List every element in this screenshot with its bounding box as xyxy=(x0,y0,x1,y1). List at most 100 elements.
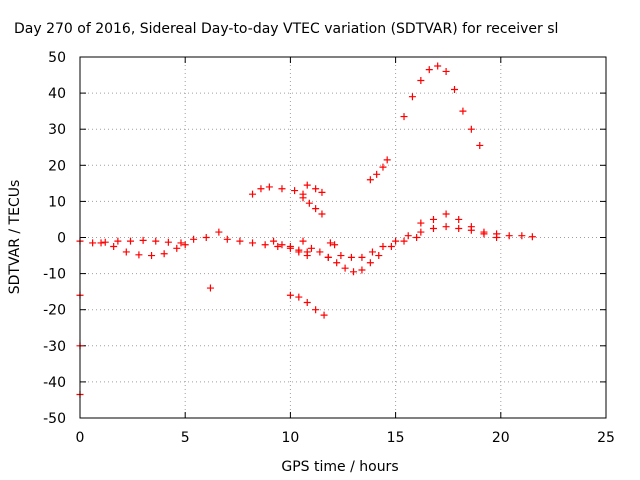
data-point xyxy=(476,141,484,149)
y-tick-label: -50 xyxy=(43,411,66,427)
data-point xyxy=(299,194,307,202)
data-point xyxy=(274,243,282,251)
data-point xyxy=(135,251,143,259)
data-point xyxy=(400,237,408,245)
data-point xyxy=(408,93,416,101)
data-point xyxy=(358,266,366,274)
data-point xyxy=(318,188,326,196)
data-point xyxy=(299,237,307,245)
data-point xyxy=(379,243,387,251)
data-point xyxy=(89,239,97,247)
x-axis-label: GPS time / hours xyxy=(281,459,398,475)
data-point xyxy=(206,284,214,292)
data-point xyxy=(152,237,160,245)
data-point xyxy=(265,183,273,191)
data-point xyxy=(442,67,450,75)
data-point xyxy=(350,268,358,276)
data-point xyxy=(312,185,320,193)
data-point xyxy=(101,238,109,246)
y-tick-label: -40 xyxy=(43,375,66,391)
data-point xyxy=(215,228,223,236)
grid-lines xyxy=(80,57,606,418)
data-point xyxy=(400,113,408,121)
data-point xyxy=(366,259,374,267)
data-point xyxy=(278,241,286,249)
chart-title: Day 270 of 2016, Sidereal Day-to-day VTE… xyxy=(14,21,558,37)
data-point xyxy=(366,176,374,184)
y-tick-label: 50 xyxy=(48,50,66,66)
x-tick-label: 10 xyxy=(281,430,299,446)
data-point xyxy=(303,298,311,306)
data-point xyxy=(286,243,294,251)
data-point xyxy=(518,232,526,240)
data-point xyxy=(181,241,189,249)
data-point xyxy=(305,199,313,207)
data-point xyxy=(442,223,450,231)
data-point xyxy=(249,190,257,198)
data-point xyxy=(417,228,425,236)
y-tick-label: 30 xyxy=(48,122,66,138)
data-point xyxy=(455,224,463,232)
data-point xyxy=(417,76,425,84)
y-tick-label: 20 xyxy=(48,158,66,174)
data-point xyxy=(320,311,328,319)
data-point xyxy=(459,107,467,115)
data-point xyxy=(383,156,391,164)
data-point xyxy=(202,234,210,241)
data-point xyxy=(379,163,387,171)
data-point xyxy=(190,235,198,243)
data-point xyxy=(373,170,381,178)
data-point xyxy=(324,253,332,261)
data-point xyxy=(291,187,299,195)
data-point xyxy=(318,210,326,218)
y-tick-label: -30 xyxy=(43,339,66,355)
y-tick-label: 10 xyxy=(48,194,66,210)
data-point xyxy=(404,232,412,240)
data-point xyxy=(434,62,442,70)
plot-frame xyxy=(79,56,607,419)
data-point xyxy=(286,291,294,299)
data-point xyxy=(139,236,147,244)
data-point xyxy=(451,85,459,93)
data-point xyxy=(164,238,172,246)
x-tick-label: 5 xyxy=(181,430,190,446)
data-point xyxy=(429,224,437,232)
data-point xyxy=(261,241,269,249)
y-tick-label: -20 xyxy=(43,303,66,319)
data-points xyxy=(76,62,536,399)
data-point xyxy=(307,244,315,252)
x-tick-label: 15 xyxy=(387,430,405,446)
data-point xyxy=(312,306,320,314)
data-point xyxy=(177,239,185,247)
data-point xyxy=(278,185,286,193)
data-point xyxy=(303,181,311,189)
data-point xyxy=(316,248,324,256)
data-point xyxy=(110,243,118,251)
data-point xyxy=(392,237,400,245)
data-point xyxy=(429,215,437,223)
y-axis-label: SDTVAR / TECUs xyxy=(7,180,23,295)
data-point xyxy=(160,250,168,258)
data-point xyxy=(249,239,257,247)
data-point xyxy=(148,252,156,260)
y-tick-label: 0 xyxy=(57,231,66,247)
data-point xyxy=(455,215,463,223)
data-point xyxy=(413,234,421,241)
data-point xyxy=(97,239,105,247)
data-point xyxy=(295,293,303,301)
data-point xyxy=(114,237,122,245)
x-tick-label: 0 xyxy=(76,430,85,446)
data-point xyxy=(358,253,366,261)
x-tick-label: 25 xyxy=(597,430,615,446)
data-point xyxy=(223,235,231,243)
data-point xyxy=(368,248,376,256)
data-point xyxy=(387,243,395,251)
data-point xyxy=(480,230,488,238)
data-point xyxy=(333,259,341,267)
data-point xyxy=(528,233,536,241)
data-point xyxy=(375,252,383,260)
data-point xyxy=(493,234,501,241)
data-point xyxy=(173,244,181,252)
data-point xyxy=(425,66,433,74)
